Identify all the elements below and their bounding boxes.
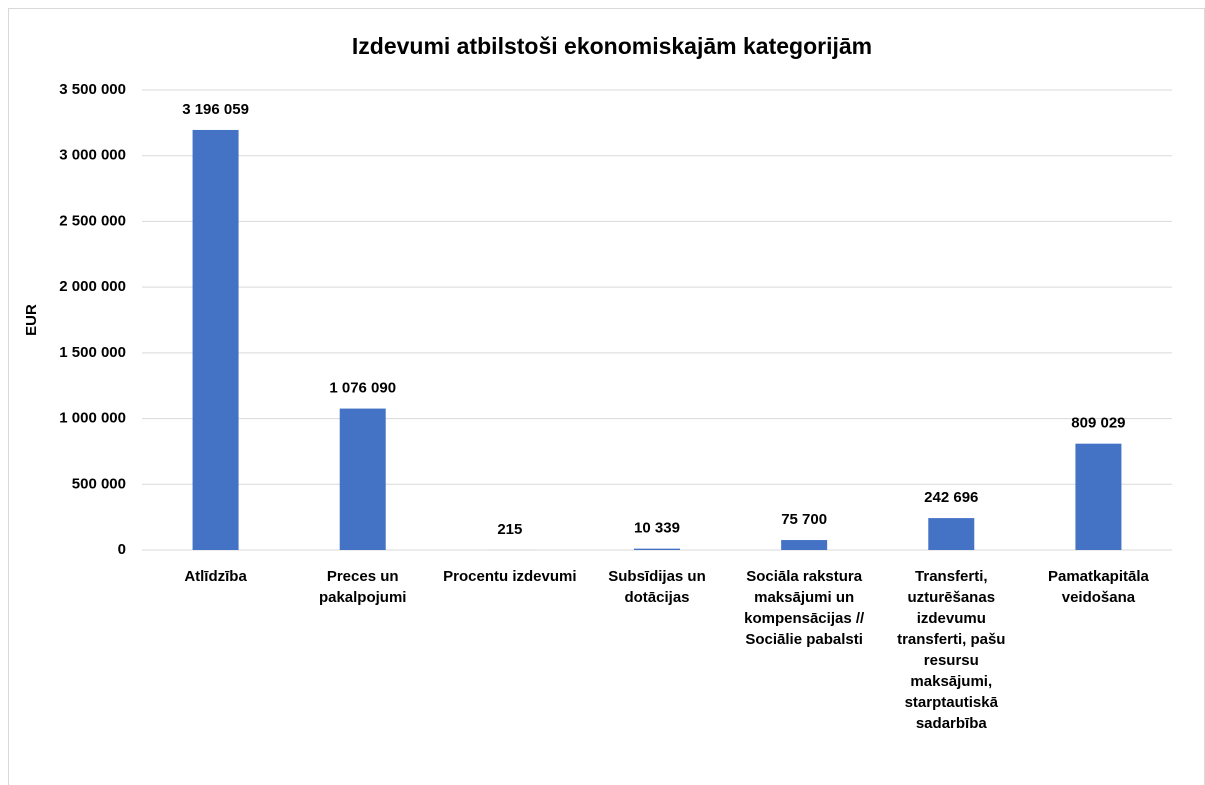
bar (928, 518, 975, 550)
bar (192, 129, 239, 550)
value-label: 215 (497, 521, 522, 538)
x-tick-label: Procentu izdevumi (443, 568, 577, 585)
value-label: 3 196 059 (182, 101, 249, 118)
x-tick-label: Subsīdijas un dotācijas (608, 568, 706, 606)
value-label: 10 339 (634, 520, 680, 537)
value-label: 75 700 (781, 511, 827, 528)
y-tick-label: 3 500 000 (59, 81, 126, 98)
bar (781, 540, 828, 550)
x-tick-label: Pamatkapitāla veidošana (1047, 568, 1149, 606)
x-tick-label: Transferti, uzturēšanas izdevumu transfe… (897, 568, 1006, 732)
chart-frame (8, 8, 1205, 785)
bar (1075, 443, 1122, 550)
y-tick-label: 1 000 000 (59, 410, 126, 427)
y-tick-label: 3 000 000 (59, 147, 126, 164)
bar (339, 408, 386, 550)
bar (634, 548, 680, 550)
y-tick-label: 1 500 000 (59, 344, 126, 361)
value-label: 242 696 (924, 489, 978, 506)
y-tick-label: 2 500 000 (59, 212, 126, 229)
chart-title: Izdevumi atbilstoši ekonomiskajām katego… (352, 33, 872, 59)
y-tick-label: 500 000 (72, 475, 126, 492)
y-axis-label: EUR (23, 304, 40, 336)
x-tick-label: Preces un pakalpojumi (318, 568, 407, 606)
y-tick-label: 0 (118, 541, 126, 558)
value-label: 809 029 (1071, 415, 1125, 432)
x-tick-label: Sociāla rakstura maksājumi un kompensāci… (744, 568, 865, 648)
y-tick-label: 2 000 000 (59, 278, 126, 295)
x-tick-label: Atlīdzība (184, 568, 247, 585)
value-label: 1 076 090 (329, 380, 396, 397)
